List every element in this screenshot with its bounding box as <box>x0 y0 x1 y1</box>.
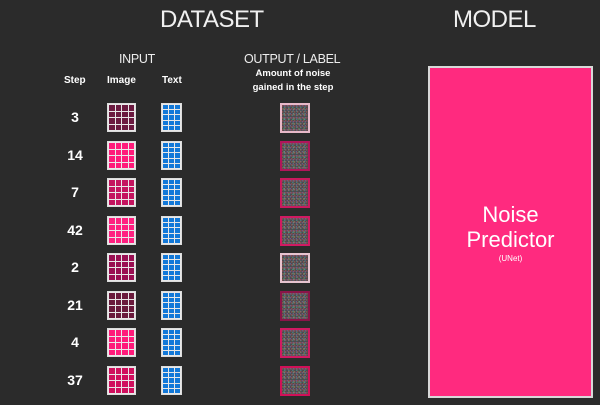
text-grid-icon <box>161 328 182 357</box>
step-number: 7 <box>71 184 79 200</box>
step-number: 14 <box>67 147 83 163</box>
image-grid-icon <box>107 253 136 282</box>
image-grid-icon <box>107 291 136 320</box>
noise-sample <box>280 103 310 133</box>
noise-sample <box>280 366 310 396</box>
image-column-header: Image <box>107 75 136 86</box>
image-grid-icon <box>107 328 136 357</box>
image-grid-icon <box>107 178 136 207</box>
text-grid-icon <box>161 366 182 395</box>
noise-predictor-model: Noise Predictor (UNet) <box>428 66 593 398</box>
image-grid-icon <box>107 103 136 132</box>
model-title: MODEL <box>453 6 536 33</box>
step-number: 37 <box>67 372 83 388</box>
output-description-line1: Amount of noise <box>255 68 331 79</box>
input-header: INPUT <box>119 52 156 66</box>
dataset-title: DATASET <box>160 6 264 33</box>
model-name-line1: Noise <box>482 201 539 227</box>
noise-sample <box>280 141 310 171</box>
output-description: Amount of noise gained in the step <box>238 67 348 95</box>
text-grid-icon <box>161 291 182 320</box>
noise-sample <box>280 328 310 358</box>
step-number: 3 <box>71 109 79 125</box>
model-name-line2: Predictor <box>466 226 555 252</box>
text-grid-icon <box>161 253 182 282</box>
step-number: 4 <box>71 334 79 350</box>
image-grid-icon <box>107 216 136 245</box>
text-column-header: Text <box>162 75 182 86</box>
noise-sample <box>280 216 310 246</box>
image-grid-icon <box>107 141 136 170</box>
step-column-header: Step <box>64 75 86 86</box>
step-number: 42 <box>67 222 83 238</box>
text-grid-icon <box>161 178 182 207</box>
noise-sample <box>280 178 310 208</box>
step-number: 2 <box>71 259 79 275</box>
output-description-line2: gained in the step <box>252 82 334 93</box>
noise-sample <box>280 291 310 321</box>
image-grid-icon <box>107 366 136 395</box>
text-grid-icon <box>161 141 182 170</box>
model-architecture: (UNet) <box>498 253 523 263</box>
noise-sample <box>280 253 310 283</box>
text-grid-icon <box>161 103 182 132</box>
step-number: 21 <box>67 297 83 313</box>
output-label-header: OUTPUT / LABEL <box>244 52 341 66</box>
text-grid-icon <box>161 216 182 245</box>
